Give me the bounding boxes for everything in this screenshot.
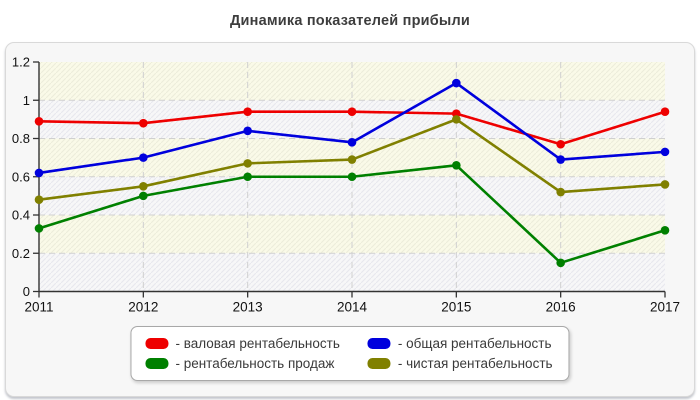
data-point xyxy=(452,78,461,88)
x-tick-label: 2014 xyxy=(337,300,368,315)
x-tick-label: 2015 xyxy=(441,300,471,315)
data-point xyxy=(243,126,252,136)
data-point xyxy=(34,168,44,178)
data-point xyxy=(34,195,44,204)
data-point xyxy=(556,139,565,149)
data-point xyxy=(660,226,670,235)
y-tick-label: 1 xyxy=(23,93,30,108)
line-chart-plot: 0 0.2 0.4 0.6 0.8 1 1.2 2011 2012 2013 2014 2015 201… xyxy=(12,55,680,315)
legend-item-gross-margin: - валовая рентабельность xyxy=(145,336,340,351)
data-point xyxy=(452,115,461,124)
legend-item-sales-margin: - рентабельность продаж xyxy=(145,356,339,371)
data-point xyxy=(660,147,670,157)
y-tick-label: 0 xyxy=(23,284,30,299)
data-point xyxy=(660,180,670,189)
x-tick-label: 2012 xyxy=(128,300,158,315)
data-point xyxy=(34,116,44,126)
data-point xyxy=(556,155,565,164)
x-tick-label: 2011 xyxy=(24,300,53,315)
data-point xyxy=(347,107,357,117)
legend-label: - чистая рентабельность xyxy=(397,356,553,371)
legend-swatch-olive xyxy=(367,358,391,369)
legend-label: - общая рентабельность xyxy=(397,336,552,351)
data-point xyxy=(347,138,357,147)
x-tick-label: 2017 xyxy=(650,300,680,315)
y-tick-label: 1.2 xyxy=(12,55,30,70)
legend-swatch-green xyxy=(145,358,169,369)
legend-label: - рентабельность продаж xyxy=(175,356,335,371)
data-point xyxy=(139,118,148,128)
legend-label: - валовая рентабельность xyxy=(175,336,340,351)
data-point xyxy=(347,172,357,182)
legend-swatch-blue xyxy=(367,338,391,349)
chart-legend: - валовая рентабельность - общая рентабе… xyxy=(130,326,570,381)
y-tick-label: 0.6 xyxy=(12,169,30,184)
data-point xyxy=(139,191,148,201)
data-point xyxy=(556,187,565,197)
y-tick-label: 0.8 xyxy=(12,131,30,146)
data-point xyxy=(452,160,461,170)
data-point xyxy=(243,172,252,182)
legend-swatch-red xyxy=(145,338,169,349)
data-point xyxy=(243,159,252,168)
data-point xyxy=(243,107,252,117)
chart-card: 0 0.2 0.4 0.6 0.8 1 1.2 2011 2012 2013 2014 2015 201… xyxy=(5,42,695,397)
legend-item-net-margin: - чистая рентабельность xyxy=(367,356,553,371)
x-tick-label: 2016 xyxy=(546,300,576,315)
y-tick-label: 0.2 xyxy=(12,246,30,261)
data-point xyxy=(34,224,44,233)
data-point xyxy=(660,107,670,117)
data-point xyxy=(556,258,565,268)
legend-item-total-margin: - общая рентабельность xyxy=(367,336,553,351)
x-tick-label: 2013 xyxy=(233,300,263,315)
data-point xyxy=(139,153,148,162)
chart-title: Динамика показателей прибыли xyxy=(229,13,471,29)
data-point xyxy=(139,182,148,191)
y-tick-label: 0.4 xyxy=(12,208,30,223)
data-point xyxy=(347,155,357,164)
